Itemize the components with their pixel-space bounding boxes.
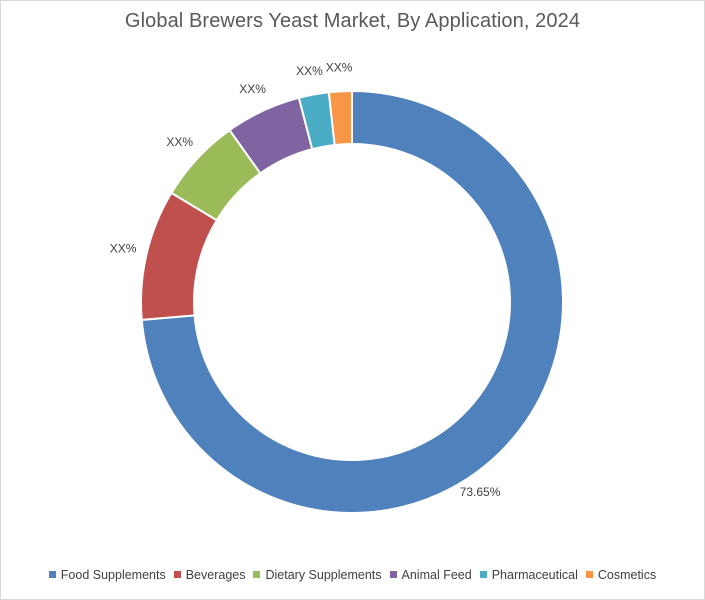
slice-food-supplements [140, 89, 564, 514]
legend-item-cosmetics: Cosmetics [585, 568, 657, 582]
data-label-dietary-supplements: XX% [166, 135, 193, 149]
legend-item-dietary-supplements: Dietary Supplements [253, 568, 382, 582]
legend-label: Animal Feed [401, 568, 472, 582]
data-label-pharmaceutical: XX% [296, 64, 323, 78]
legend-label: Beverages [185, 568, 246, 582]
legend-label: Dietary Supplements [265, 568, 382, 582]
donut-slices [140, 89, 564, 514]
legend-item-animal-feed: Animal Feed [389, 568, 472, 582]
chart-legend: Food Supplements Beverages Dietary Supplem… [0, 568, 705, 582]
legend-label: Food Supplements [60, 568, 166, 582]
legend-label: Pharmaceutical [491, 568, 578, 582]
legend-swatch [479, 571, 487, 578]
legend-item-beverages: Beverages [173, 568, 246, 582]
legend-swatch [48, 571, 56, 578]
legend-swatch [389, 571, 397, 578]
legend-swatch [173, 571, 181, 578]
data-label-animal-feed: XX% [239, 82, 266, 96]
donut-chart: 73.65%XX%XX%XX%XX% XX% [110, 60, 564, 514]
legend-label: Cosmetics [597, 568, 657, 582]
legend-swatch [585, 571, 593, 578]
slice-labels: 73.65%XX%XX%XX%XX% XX% [110, 60, 501, 498]
data-label-cosmetics: XX% [326, 60, 353, 74]
chart-title: Global Brewers Yeast Market, By Applicat… [124, 10, 581, 32]
legend-item-pharmaceutical: Pharmaceutical [479, 568, 578, 582]
data-label-food-supplements: 73.65% [460, 485, 501, 499]
data-label-beverages: XX% [110, 242, 137, 256]
slice-cosmetics [327, 89, 353, 147]
legend-swatch [253, 571, 261, 578]
legend-item-food-supplements: Food Supplements [48, 568, 166, 582]
